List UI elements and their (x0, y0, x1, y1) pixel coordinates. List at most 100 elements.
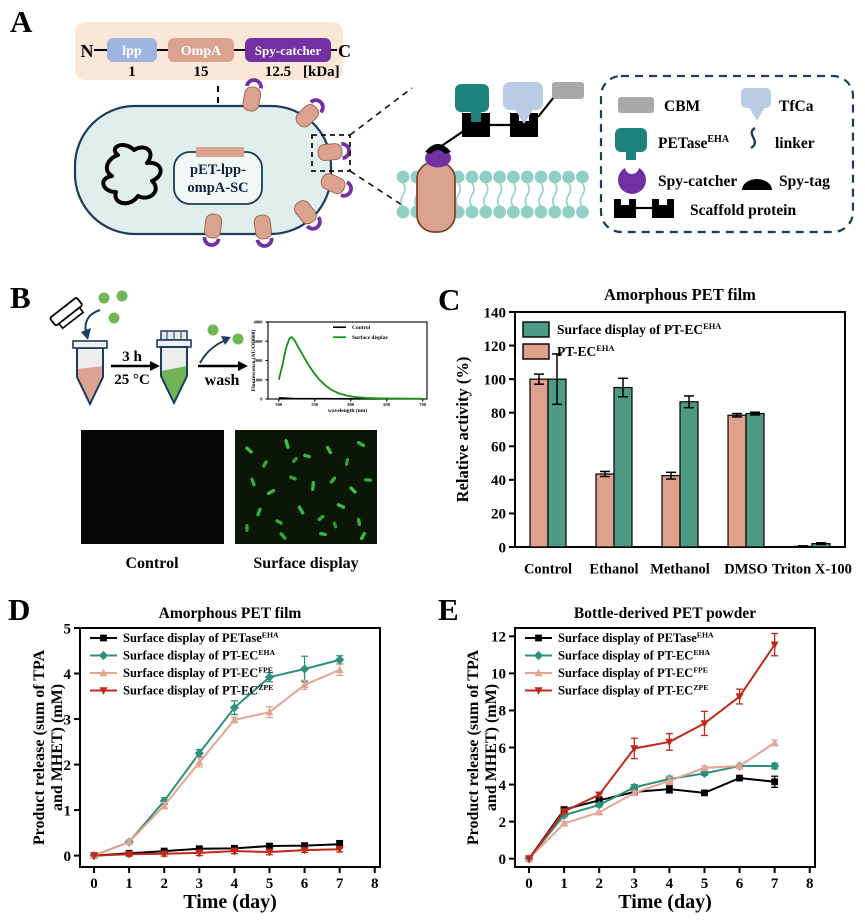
svg-text:Relative activity (%): Relative activity (%) (453, 357, 472, 503)
bacterium-cell (303, 453, 311, 459)
plasmid-name-line2: ompA-SC (187, 180, 248, 196)
wash-arrow: wash (198, 324, 248, 389)
svg-text:0: 0 (525, 876, 533, 892)
panel-a-diagram: N lpp OmpA Spy-catcher C 1 15 12.5 [kDa] (73, 22, 855, 250)
petase-icon-plug (626, 151, 636, 160)
svg-text:20: 20 (491, 507, 506, 523)
svg-text:2: 2 (64, 758, 72, 774)
add-arrow-head (81, 328, 91, 340)
svg-text:3: 3 (631, 876, 639, 892)
panel-c-legend: Surface display of PT-ECEHA PT-ECEHA (522, 321, 721, 360)
svg-text:60: 60 (491, 440, 506, 456)
bar-series-0 (529, 373, 813, 548)
svg-text:Amorphous PET film: Amorphous PET film (604, 285, 756, 304)
legend-border (599, 74, 855, 234)
panel-a-legend: CBM TfCa PETaseEHA linker Spy-catcher Sp… (599, 74, 855, 234)
svg-text:Surface display of PT-ECEHA: Surface display of PT-ECEHA (557, 322, 721, 337)
svg-text:80: 80 (491, 406, 506, 422)
protein-dot (116, 290, 128, 302)
display-image-label: Surface display (253, 555, 358, 572)
svg-text:Triton X-100: Triton X-100 (772, 562, 852, 578)
kda-unit-label: [kDa] (303, 64, 340, 80)
anchor-protein (416, 161, 456, 233)
svg-text:12: 12 (491, 630, 506, 646)
svg-text:2: 2 (499, 815, 507, 831)
tube-liquid-salmon (77, 366, 103, 403)
tfca-icon (503, 82, 543, 110)
svg-text:6: 6 (736, 876, 744, 892)
scaffold-icon (652, 199, 674, 218)
protein-dot (98, 292, 110, 304)
svg-text:6: 6 (499, 741, 507, 757)
svg-text:and MHET) (mM): and MHET) (mM) (483, 684, 500, 811)
svg-text:Surface display of PETaseEHA: Surface display of PETaseEHA (123, 630, 279, 645)
cbm-icon (552, 82, 584, 99)
tube-cap-open-inner (57, 306, 85, 330)
line-series-3 (525, 632, 779, 864)
add-arrow (84, 309, 101, 333)
svg-text:Surface display of PT-ECZPE: Surface display of PT-ECZPE (558, 683, 708, 698)
scaffold-icon (614, 199, 636, 218)
lpp-domain-label: lpp (122, 44, 142, 59)
protein-dot (232, 333, 244, 345)
tube-liquid-green (161, 366, 187, 402)
svg-text:100: 100 (484, 372, 507, 388)
svg-text:Surface display of PT-ECFPE: Surface display of PT-ECFPE (123, 665, 273, 680)
svg-text:Methanol: Methanol (650, 562, 710, 578)
bacterium-cell (317, 514, 325, 522)
svg-text:5: 5 (701, 876, 709, 892)
line-series-1 (277, 335, 423, 400)
svg-text:8: 8 (806, 876, 814, 892)
svg-text:700: 700 (419, 402, 427, 407)
svg-text:140: 140 (484, 305, 507, 321)
svg-text:40: 40 (491, 473, 506, 489)
petase-plug (471, 110, 481, 122)
relative-activity-bar-chart: 0 20 40 60 80 100 120 140 Control Ethanol Methanol… (453, 285, 852, 578)
svg-text:2: 2 (160, 876, 168, 892)
tube-open-salmon (49, 290, 128, 407)
c-terminus-label: C (338, 41, 351, 61)
svg-text:wavelength (nm): wavelength (nm) (328, 407, 367, 414)
svg-text:Surface display of PT-ECZPE: Surface display of PT-ECZPE (123, 683, 273, 698)
tube-outline (160, 346, 188, 406)
zoom-selection-box (311, 134, 351, 172)
svg-text:550: 550 (311, 402, 319, 407)
gene-construct: N lpp OmpA Spy-catcher C 1 15 12.5 [kDa] (75, 22, 351, 80)
lpp-domain-box (107, 38, 157, 62)
bacterium-cell (279, 532, 287, 540)
ompa-size: 15 (194, 64, 209, 80)
bacteria-layer (245, 439, 372, 541)
n-terminus-label: N (81, 41, 94, 61)
spycatcher-domain-label: Spy-catcher (255, 43, 322, 58)
line-series-2 (525, 738, 779, 862)
svg-text:4: 4 (64, 667, 72, 683)
zoom-connector-line (349, 87, 413, 136)
protein-dot (207, 324, 219, 336)
svg-text:4: 4 (666, 876, 674, 892)
wash-label: wash (205, 372, 240, 389)
plasmid-insert-bar (196, 147, 244, 157)
bacterium-cell (329, 476, 337, 484)
ecoli-cell: pET-lpp- ompA-SC (73, 76, 357, 250)
svg-text:3: 3 (196, 876, 204, 892)
svg-text:0: 0 (64, 849, 72, 865)
bacterium-cell (275, 519, 283, 525)
spytag-icon (425, 144, 451, 154)
svg-text:Surface display of PT-ECEHA: Surface display of PT-ECEHA (123, 648, 276, 663)
bacterium-cell (356, 440, 366, 448)
microscopy-control-image (81, 430, 224, 544)
bacterium-cell (349, 486, 357, 494)
tube-rim (156, 339, 192, 348)
tube-closed-green (156, 330, 192, 406)
svg-text:Surface display of PT-ECFPE: Surface display of PT-ECFPE (558, 665, 708, 680)
svg-text:4: 4 (231, 876, 239, 892)
bacterium-cell (256, 507, 262, 517)
svg-text:8: 8 (499, 704, 507, 720)
svg-text:6: 6 (301, 876, 309, 892)
bacterium-cell (284, 439, 290, 449)
chromosome-squiggle (101, 143, 163, 206)
legend-petase-label: PETaseEHA (658, 134, 730, 152)
scaffold-block-icon (510, 113, 538, 137)
panel-b-label: B (10, 280, 31, 315)
